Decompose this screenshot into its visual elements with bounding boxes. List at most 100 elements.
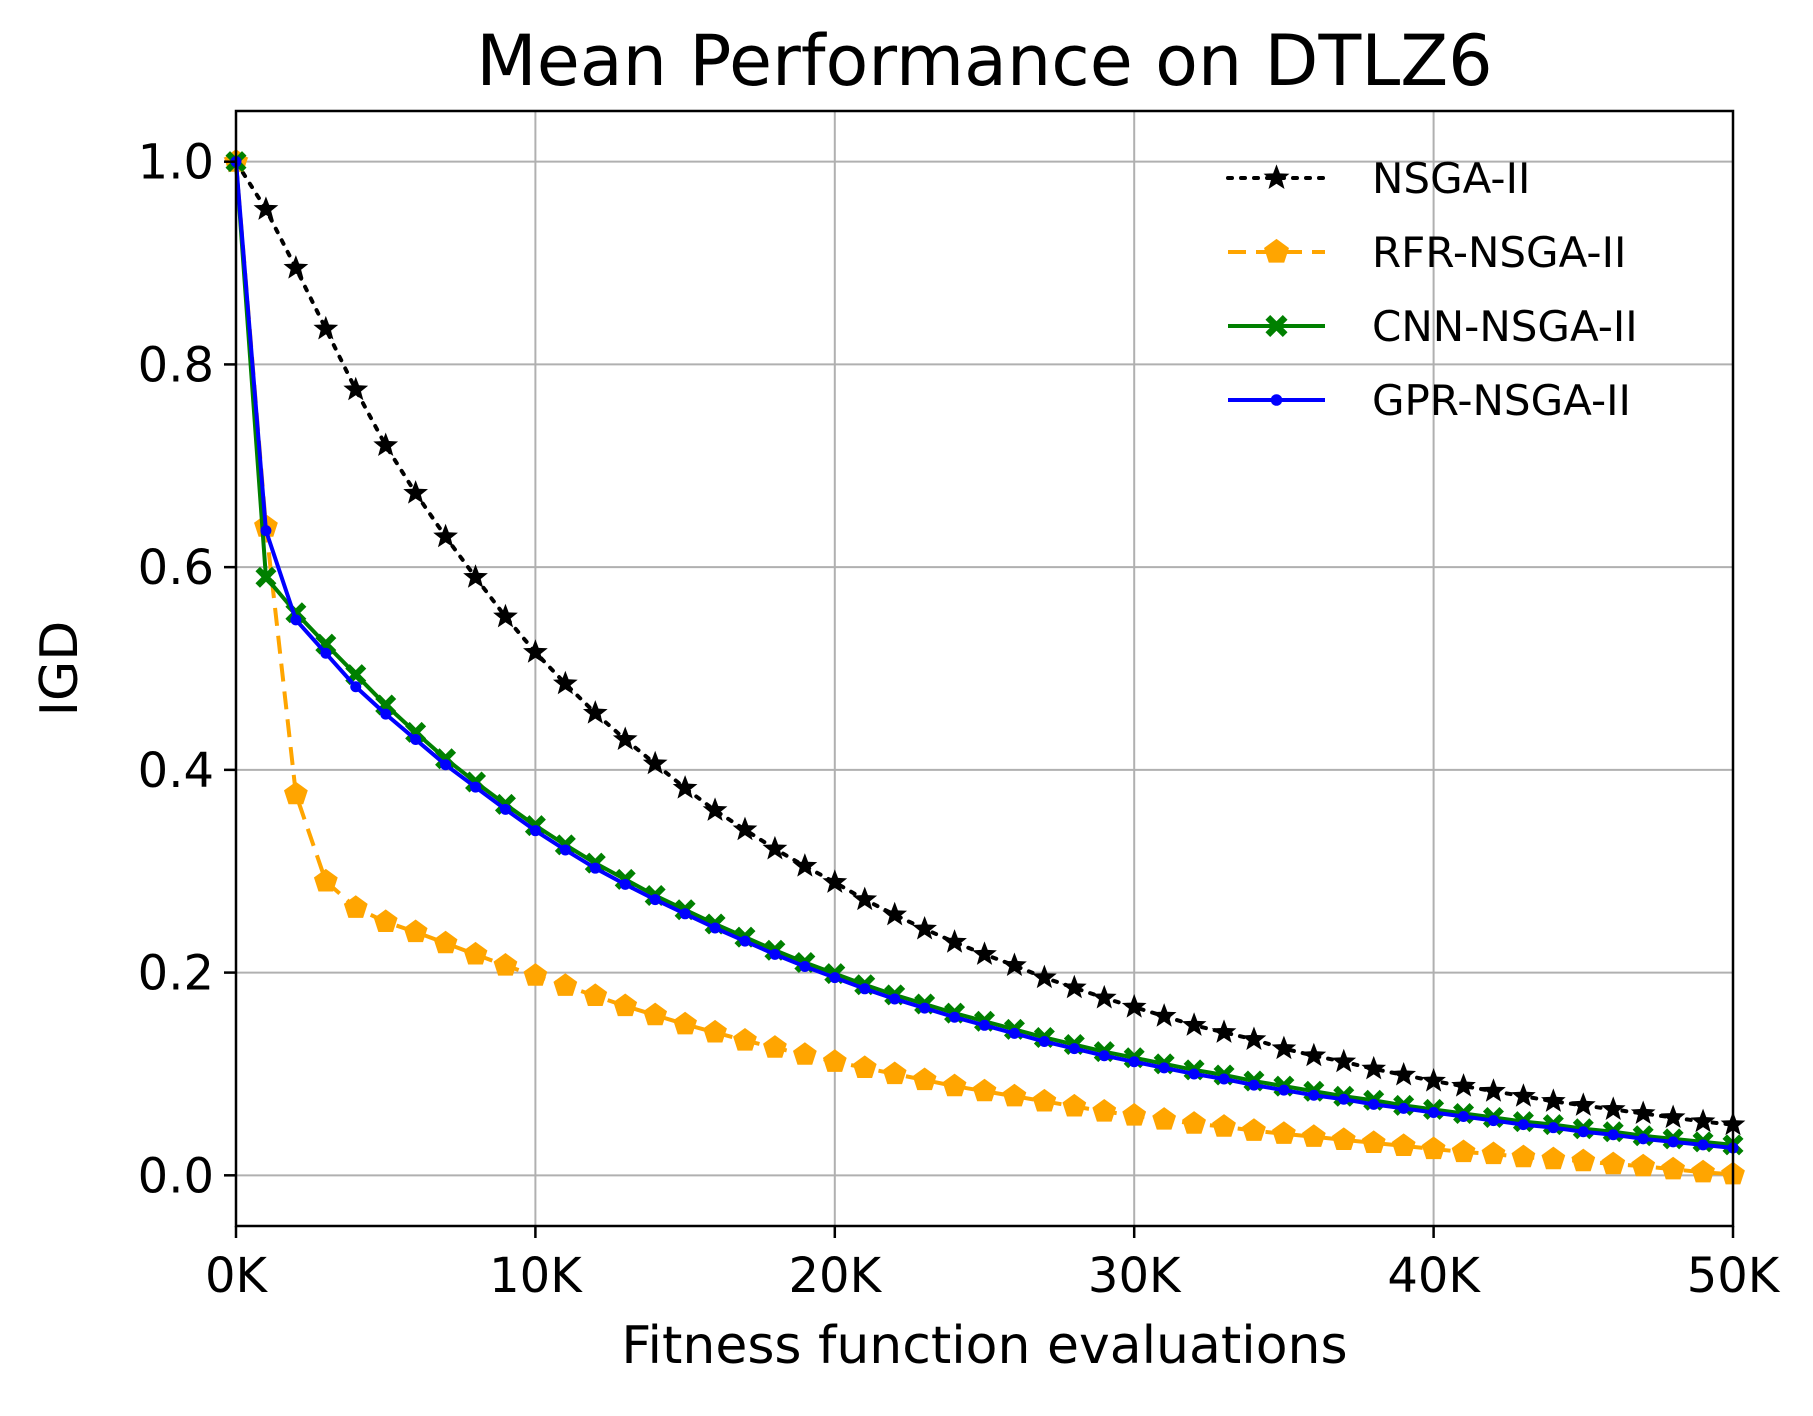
data-point-nsga-ii	[942, 929, 967, 953]
data-point-gpr-nsga-ii	[1038, 1036, 1050, 1048]
data-point-gpr-nsga-ii	[1128, 1056, 1140, 1068]
chart-title: Mean Performance on DTLZ6	[476, 20, 1492, 102]
y-axis-label: IGD	[30, 621, 90, 717]
data-point-nsga-ii	[822, 869, 848, 893]
legend-item-nsga-ii: NSGA-II	[1226, 154, 1530, 203]
data-point-rfr-nsga-ii	[1661, 1156, 1686, 1180]
data-point-nsga-ii	[1421, 1068, 1446, 1092]
data-point-nsga-ii	[1211, 1019, 1237, 1043]
data-point-nsga-ii	[582, 700, 608, 724]
data-point-nsga-ii	[1481, 1078, 1506, 1102]
data-point-nsga-ii	[642, 750, 668, 775]
legend-item-gpr-nsga-ii: GPR-NSGA-II	[1228, 376, 1631, 425]
data-point-nsga-ii	[253, 196, 279, 220]
data-point-rfr-nsga-ii	[1571, 1148, 1596, 1172]
data-point-gpr-nsga-ii	[1278, 1084, 1290, 1096]
data-point-rfr-nsga-ii	[1002, 1083, 1027, 1107]
data-point-rfr-nsga-ii	[942, 1073, 967, 1097]
series-layer	[223, 148, 1746, 1185]
legend-item-cnn-nsga-ii: CNN-NSGA-II	[1228, 302, 1638, 351]
data-point-rfr-nsga-ii	[463, 941, 488, 965]
data-point-nsga-ii	[403, 480, 428, 504]
data-point-rfr-nsga-ii	[822, 1049, 847, 1072]
data-point-gpr-nsga-ii	[260, 525, 272, 537]
x-tick-label: 50K	[1687, 1248, 1781, 1304]
data-point-nsga-ii	[523, 639, 548, 663]
data-point-gpr-nsga-ii	[1547, 1122, 1559, 1134]
legend-label: NSGA-II	[1372, 154, 1530, 203]
data-point-rfr-nsga-ii	[1092, 1098, 1117, 1122]
data-point-gpr-nsga-ii	[1218, 1073, 1230, 1085]
data-point-gpr-nsga-ii	[829, 972, 841, 984]
data-point-nsga-ii	[463, 564, 488, 588]
legend: NSGA-II RFR-NSGA-II CNN-NSGA-II GPR-NSGA-II	[1226, 154, 1638, 425]
series-rfr-nsga-ii	[224, 149, 1745, 1185]
data-point-nsga-ii	[612, 726, 638, 750]
data-point-nsga-ii	[1630, 1100, 1656, 1124]
data-point-nsga-ii	[433, 523, 458, 548]
data-point-rfr-nsga-ii	[1511, 1144, 1536, 1168]
data-point-gpr-nsga-ii	[499, 803, 511, 815]
data-point-nsga-ii	[1600, 1096, 1626, 1120]
legend-label: RFR-NSGA-II	[1372, 228, 1626, 277]
legend-marker	[1264, 238, 1289, 263]
data-point-gpr-nsga-ii	[1398, 1102, 1410, 1114]
data-point-nsga-ii	[1271, 1035, 1297, 1060]
data-point-rfr-nsga-ii	[1601, 1151, 1626, 1175]
data-point-rfr-nsga-ii	[852, 1055, 877, 1078]
data-point-rfr-nsga-ii	[1361, 1130, 1386, 1153]
data-point-rfr-nsga-ii	[792, 1042, 817, 1065]
x-tick-label: 10K	[489, 1248, 583, 1304]
legend-label: GPR-NSGA-II	[1372, 376, 1631, 425]
data-point-nsga-ii	[1091, 984, 1117, 1009]
data-point-gpr-nsga-ii	[1637, 1133, 1649, 1145]
data-point-nsga-ii	[972, 941, 997, 965]
data-point-rfr-nsga-ii	[1062, 1093, 1087, 1117]
data-point-rfr-nsga-ii	[1182, 1111, 1206, 1134]
data-point-nsga-ii	[373, 432, 399, 457]
data-point-gpr-nsga-ii	[1188, 1068, 1200, 1080]
data-point-nsga-ii	[343, 376, 369, 401]
data-point-nsga-ii	[702, 797, 728, 821]
data-point-nsga-ii	[732, 816, 758, 841]
data-point-rfr-nsga-ii	[1421, 1136, 1446, 1160]
data-point-rfr-nsga-ii	[1212, 1114, 1236, 1137]
data-point-gpr-nsga-ii	[1158, 1062, 1170, 1074]
data-point-rfr-nsga-ii	[1242, 1118, 1266, 1141]
y-tick-label: 0.4	[138, 743, 214, 799]
data-point-rfr-nsga-ii	[313, 868, 338, 892]
data-point-gpr-nsga-ii	[380, 708, 392, 720]
data-point-gpr-nsga-ii	[1517, 1119, 1529, 1131]
y-tick-label: 0.0	[138, 1148, 214, 1204]
data-point-nsga-ii	[1151, 1003, 1177, 1027]
data-point-rfr-nsga-ii	[1631, 1153, 1656, 1177]
data-point-gpr-nsga-ii	[1008, 1027, 1020, 1039]
data-point-rfr-nsga-ii	[493, 953, 518, 976]
data-point-rfr-nsga-ii	[763, 1035, 787, 1058]
legend-marker	[1270, 394, 1283, 406]
x-axis-label: Fitness function evaluations	[621, 1316, 1347, 1376]
legend-marker	[1263, 164, 1290, 190]
data-point-nsga-ii	[1121, 994, 1147, 1018]
data-point-rfr-nsga-ii	[1301, 1124, 1326, 1147]
data-point-gpr-nsga-ii	[1068, 1043, 1080, 1055]
data-point-rfr-nsga-ii	[373, 909, 398, 933]
data-point-gpr-nsga-ii	[979, 1019, 990, 1031]
data-point-nsga-ii	[762, 835, 788, 860]
data-point-nsga-ii	[912, 916, 937, 940]
data-point-gpr-nsga-ii	[559, 844, 571, 856]
data-point-nsga-ii	[1511, 1083, 1536, 1107]
data-point-gpr-nsga-ii	[1248, 1079, 1260, 1091]
y-tick-label: 0.8	[138, 337, 214, 393]
data-point-gpr-nsga-ii	[529, 825, 541, 837]
data-point-rfr-nsga-ii	[1122, 1103, 1147, 1126]
data-point-rfr-nsga-ii	[403, 919, 428, 943]
data-point-gpr-nsga-ii	[290, 614, 302, 626]
data-point-rfr-nsga-ii	[433, 930, 458, 954]
x-tick-label: 20K	[789, 1248, 883, 1304]
data-point-gpr-nsga-ii	[1338, 1093, 1350, 1105]
data-point-rfr-nsga-ii	[343, 895, 368, 918]
